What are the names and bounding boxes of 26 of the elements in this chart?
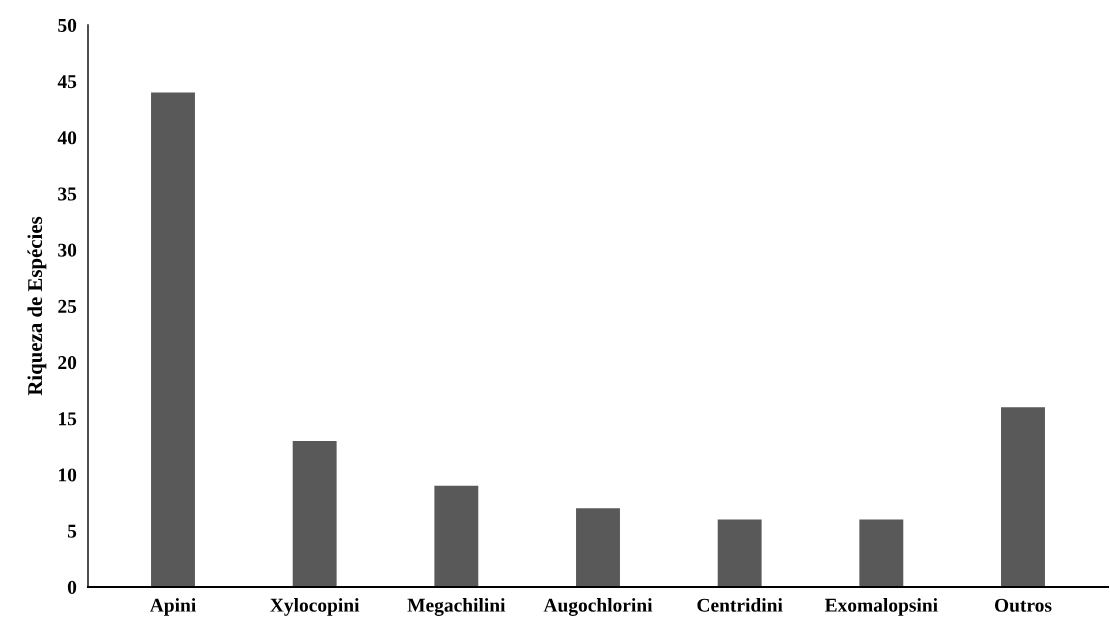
y-tick-label: 35	[58, 187, 77, 201]
x-tick-label: Apini	[149, 598, 196, 616]
y-tick-label: 20	[58, 356, 77, 370]
bar	[859, 519, 904, 587]
bar	[717, 519, 762, 587]
y-tick-label: 45	[57, 75, 77, 89]
bar	[576, 508, 620, 587]
x-tick-label: Megachilini	[407, 598, 506, 616]
bar	[1001, 407, 1045, 587]
y-tick-label: 5	[67, 524, 77, 538]
y-tick-label: 50	[58, 18, 77, 32]
bar	[292, 440, 337, 587]
y-tick-label: 40	[57, 131, 77, 145]
x-tick-label: Exomalopsini	[824, 598, 938, 616]
y-tick-label: 10	[59, 468, 77, 482]
y-tick-label: 30	[58, 243, 77, 257]
y-tick-label: 0	[67, 580, 77, 594]
y-axis-title: Riqueza de Espécies	[27, 216, 47, 396]
y-tick-label: 15	[59, 412, 77, 426]
x-tick-label: Augochlorini	[543, 598, 653, 616]
x-tick-label: Centridini	[697, 598, 783, 612]
bar	[151, 92, 195, 587]
x-tick-label: Outros	[994, 598, 1052, 612]
y-tick-label: 25	[58, 299, 77, 313]
bar	[434, 485, 479, 587]
x-tick-label: Xylocopini	[270, 598, 360, 616]
